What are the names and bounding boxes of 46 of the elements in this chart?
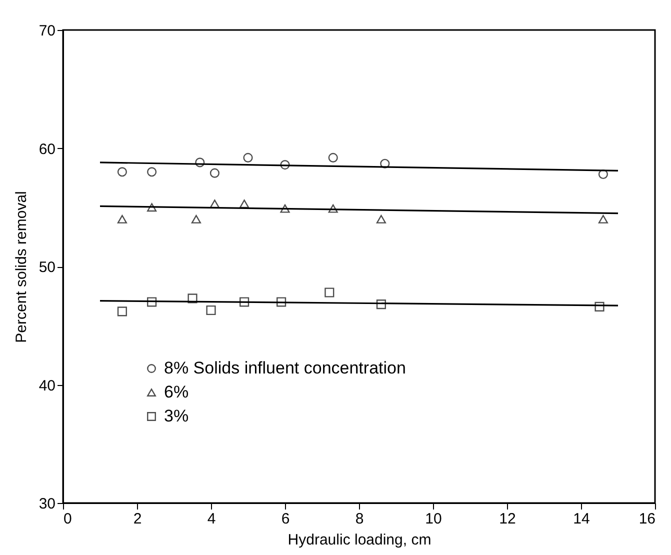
point [210,200,220,208]
x-tick-label: 4 [207,510,216,528]
point [328,204,338,213]
point [147,167,157,177]
x-tick-label: 14 [573,510,590,528]
x-tick-label: 10 [425,510,442,528]
y-tick-label: 50 [38,259,56,276]
point [195,158,205,168]
point [594,302,604,312]
legend-label: 6% [164,382,189,402]
point [376,214,386,224]
point [328,152,338,162]
point [191,214,201,224]
point [276,297,286,307]
point [117,214,127,224]
y-tick-label: 60 [38,140,56,158]
legend-label: 8% Solids influent concentration [164,358,406,378]
point [147,203,157,212]
point [206,305,216,316]
point [280,160,290,170]
x-tick-label: 2 [133,510,142,528]
y-tick-label: 70 [38,22,56,40]
point [380,158,390,168]
legend-label: 3% [164,406,189,426]
x-tick-label: 6 [281,510,290,528]
y-tick-label: 40 [38,377,56,394]
point [210,168,220,178]
x-tick-label: 12 [499,510,516,528]
point [117,306,127,316]
point [188,294,198,304]
point [240,297,250,307]
x-tick-label: 0 [64,510,72,528]
x-tick-label: 8 [355,510,364,528]
point [117,167,127,177]
x-axis-title: Hydraulic loading, cm [288,532,432,548]
point [598,214,608,224]
point [280,204,290,213]
y-tick-label: 30 [38,496,56,512]
point [324,288,334,298]
point [376,300,386,310]
point [243,152,253,162]
x-tick-label: 16 [638,510,656,528]
point [240,200,250,208]
y-axis-title: Percent solids removal [12,191,30,343]
point [147,297,157,307]
point [598,169,608,180]
